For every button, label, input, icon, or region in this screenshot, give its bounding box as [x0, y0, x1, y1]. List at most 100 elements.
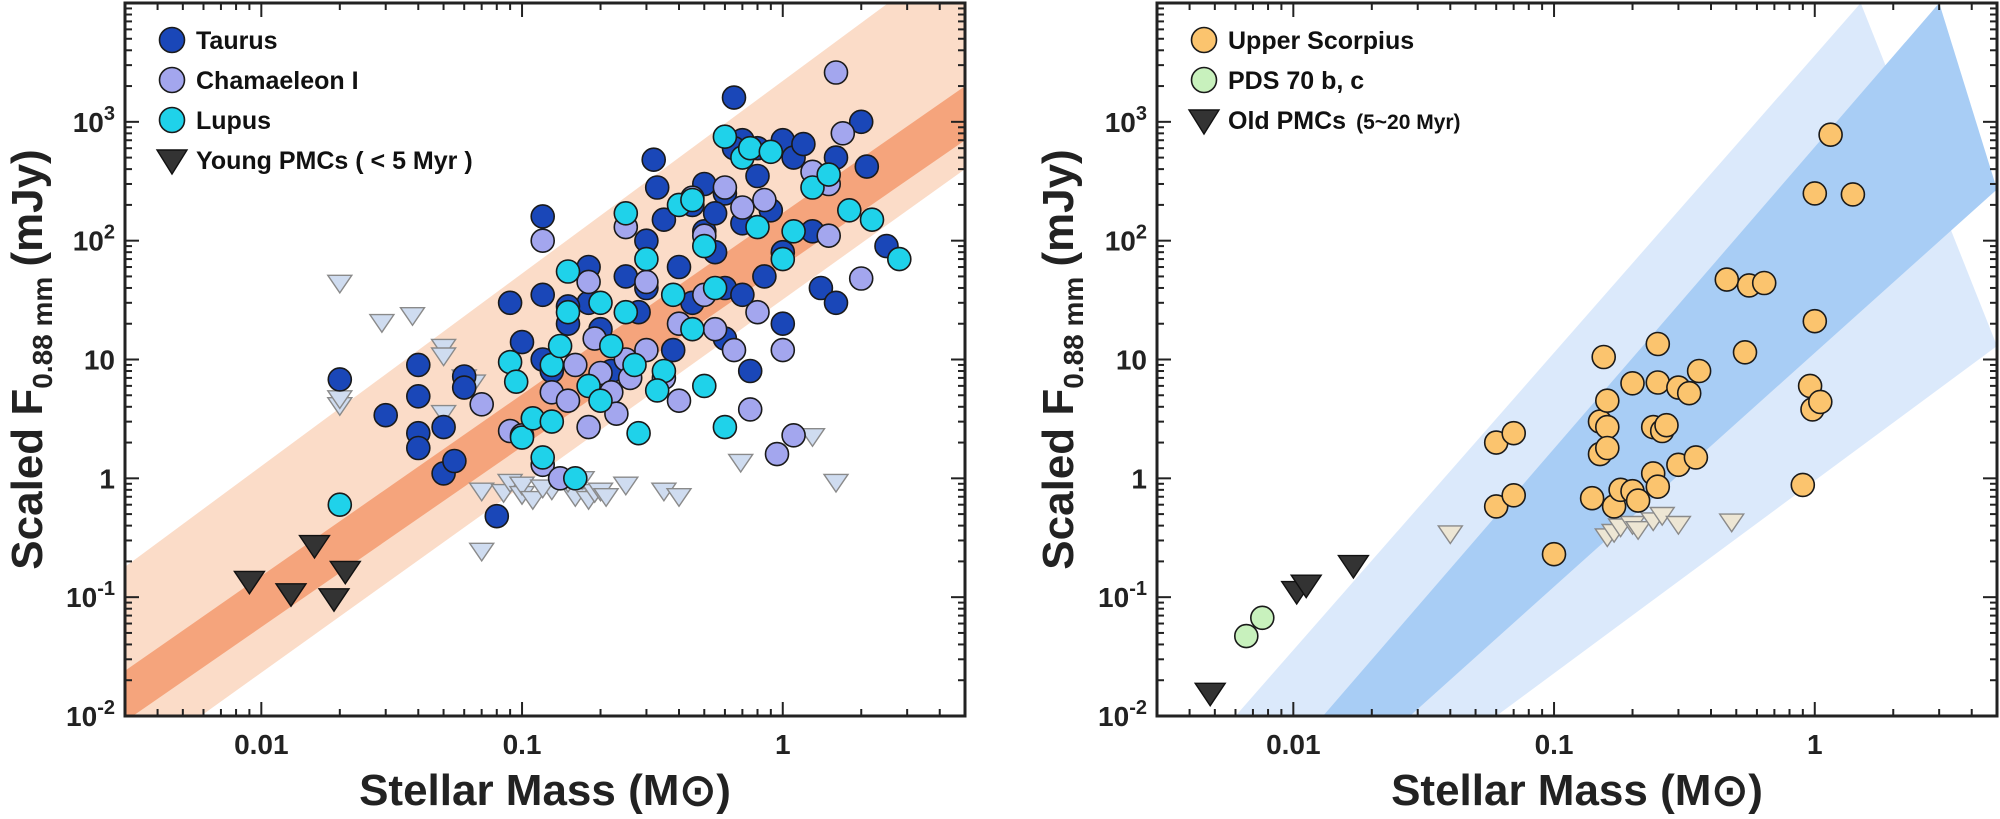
point-upper-limits-31 [592, 488, 620, 508]
point-taurus-39 [745, 163, 770, 189]
point-upper-scorpius-19 [1645, 370, 1671, 395]
x-axis-label: Stellar Mass (M⊙) [359, 766, 731, 815]
point-taurus-13 [509, 329, 535, 355]
y-tick-base: 1 [99, 463, 115, 494]
point-upper-limits-7 [430, 404, 457, 425]
point-young-pmcs-5-myr-4 [328, 560, 362, 586]
point-upper-scorpius-30 [1732, 339, 1758, 365]
point-taurus-8 [442, 448, 467, 474]
point-upper-limits-3 [368, 313, 396, 334]
point-upper-limits-14 [508, 476, 536, 497]
legend-label-young-pmcs-5-myr: Young PMCs ( < 5 Myr ) [196, 147, 473, 175]
y-tick-label: 103 [1105, 103, 1147, 138]
point-upper-limits-0 [326, 274, 354, 295]
series-upper-limits [326, 274, 850, 563]
point-lupus-11 [588, 290, 613, 316]
y-tick-exponent: 3 [1136, 103, 1147, 125]
y-tick-label: 10-1 [1098, 578, 1147, 613]
x-axis-ticks [124, 3, 966, 716]
x-tick-label: 1 [1807, 729, 1823, 760]
point-chamaeleon-i-3 [530, 228, 556, 253]
x-axis-ticks [1156, 3, 1998, 716]
plot-area [1193, 3, 1997, 716]
y-tick-exponent: -1 [97, 578, 115, 600]
point-chamaeleon-i-19 [702, 316, 728, 342]
point-chamaeleon-i-33 [634, 269, 659, 295]
legend-label-lupus: Lupus [196, 107, 271, 135]
point-taurus-6 [431, 414, 456, 440]
x-tick-label: 0.1 [503, 729, 542, 760]
y-axis-label: Scaled F0.88 mm (mJy) [3, 149, 58, 569]
point-upper-scorpius-29 [1714, 267, 1740, 292]
y-label-unit: (mJy) [1034, 149, 1083, 266]
point-upper-scorpius-38 [1808, 389, 1833, 415]
y-tick-exponent: 3 [104, 103, 115, 125]
y-tick-base: 10 [1098, 701, 1129, 732]
point-upper-limits-26 [727, 453, 755, 474]
point-taurus-54 [702, 201, 728, 226]
point-taurus-21 [613, 264, 639, 289]
point-chamaeleon-i-24 [764, 441, 790, 467]
x-tick-label: 0.1 [1535, 729, 1574, 760]
point-young-pmcs-5-myr-1 [274, 583, 308, 608]
point-taurus-3 [405, 383, 431, 409]
point-taurus-5 [405, 435, 431, 461]
point-chamaeleon-i-21 [730, 195, 755, 220]
y-tick-label: 1 [1131, 463, 1147, 494]
point-lupus-21 [702, 275, 728, 301]
point-taurus-0 [327, 367, 353, 392]
point-upper-scorpius-8 [1591, 344, 1616, 370]
point-lupus-12 [598, 333, 624, 359]
point-taurus-12 [497, 290, 523, 316]
point-upper-limits-15 [519, 490, 547, 511]
point-lupus-15 [626, 420, 651, 446]
legend-marker-taurus [158, 26, 186, 54]
y-tick-base: 10 [1098, 582, 1129, 613]
y-tick-label: 10 [1116, 345, 1147, 376]
legend-label-chamaeleon-i: Chamaeleon I [196, 67, 359, 95]
legend: Taurus Chamaeleon I Lupus Young PMCs ( < 5 … [155, 26, 473, 176]
point-lupus-33 [859, 207, 885, 232]
point-lupus-34 [886, 246, 912, 272]
y-axis-ticks [125, 2, 965, 717]
y-tick-base: 10 [66, 701, 97, 732]
point-taurus-15 [530, 282, 556, 308]
point-taurus-1 [373, 402, 399, 428]
y-tick-exponent: 2 [1136, 222, 1147, 244]
point-chamaeleon-i-29 [830, 121, 856, 146]
point-upper-scorpius-32 [1751, 270, 1777, 296]
point-taurus-45 [791, 131, 816, 157]
legend-label-old-pmcs: Old PMCs (5~20 Myr) [1228, 107, 1461, 135]
series-young-pmcs-5-myr [233, 534, 362, 613]
x-tick-label: 1 [775, 729, 791, 760]
point-lupus-38 [644, 378, 670, 403]
point-upper-scorpius-9 [1595, 388, 1620, 414]
legend-marker-pds-70-b-c [1190, 66, 1218, 94]
point-upper-limits-23 [468, 542, 496, 563]
point-lupus-25 [737, 135, 763, 161]
point-upper-scorpius-11 [1595, 435, 1620, 461]
point-lupus-31 [816, 162, 842, 187]
point-chamaeleon-i-22 [745, 299, 770, 325]
series-lupus [327, 124, 912, 518]
y-tick-base: 10 [1116, 345, 1147, 376]
y-tick-base: 10 [84, 345, 115, 376]
point-upper-scorpius-20 [1645, 331, 1671, 357]
legend-marker-upper-scorpius [1190, 26, 1218, 54]
point-lupus-40 [691, 373, 717, 399]
legend-marker-lupus [158, 106, 186, 134]
legend-label-pds-70-b-c: PDS 70 b, c [1228, 67, 1364, 95]
point-upper-scorpius-3 [1501, 482, 1526, 508]
point-upper-scorpius-36 [1802, 308, 1828, 334]
point-upper-limits-4 [399, 307, 426, 327]
y-label-main: Scaled F [3, 389, 52, 570]
series-upper-limits [1436, 506, 1746, 548]
point-lupus-14 [613, 299, 639, 325]
series-old-pmcs [1193, 554, 1370, 707]
point-upper-limits-6 [430, 347, 457, 367]
point-upper-scorpius-14 [1620, 370, 1645, 396]
point-upper-scorpius-26 [1676, 380, 1702, 406]
y-label-subscript: 0.88 mm [27, 277, 58, 389]
y-tick-base: 10 [1105, 226, 1136, 257]
